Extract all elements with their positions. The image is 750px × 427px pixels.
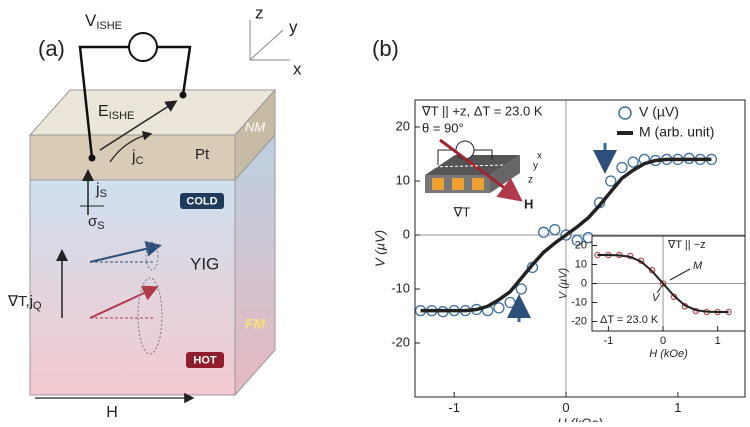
voltmeter (455, 140, 475, 160)
data-point (627, 156, 639, 168)
axis-x: x (293, 59, 302, 78)
inset-annotation: V (652, 292, 661, 304)
h-label: H (106, 404, 118, 421)
v-ishe: VISHE (85, 11, 122, 31)
schematic-label: y (533, 161, 538, 172)
data-point (493, 302, 505, 314)
sigma-s: σS (88, 213, 105, 232)
wire (78, 45, 129, 159)
y-tick-label: 0 (403, 226, 410, 241)
x-tick-label: 1 (715, 335, 721, 347)
schematic-label: x (537, 151, 542, 162)
heat-arrow (452, 178, 464, 190)
jc-arrow (109, 131, 153, 163)
data-point (616, 161, 628, 174)
x-tick-label: -1 (448, 400, 460, 415)
precession (137, 277, 163, 355)
pt-front (29, 134, 236, 181)
axes-icon (249, 29, 284, 61)
schematic-label: ∇T (453, 204, 471, 219)
y-tick-label: 10 (396, 172, 410, 187)
y-axis-label: V (µV) (373, 230, 388, 267)
y-tick-label: 10 (575, 258, 587, 270)
inset-annotation: M (693, 260, 703, 272)
data-point (515, 283, 527, 295)
schematic-label: z (528, 175, 533, 186)
contact (179, 91, 187, 99)
hot-badge (186, 352, 224, 368)
pointer (669, 268, 691, 281)
y-tick-label: -10 (571, 296, 587, 308)
yig-side (234, 133, 276, 397)
heat-arrow (432, 178, 444, 190)
top-face (28, 89, 277, 136)
data-point (504, 296, 516, 309)
j-c: jC (131, 148, 144, 167)
precession (145, 241, 159, 271)
hot-label: HOT (193, 354, 217, 366)
nm-label: NM (245, 119, 265, 134)
heat-arrow (472, 178, 484, 190)
data-point (549, 223, 561, 236)
j-s: jS (95, 181, 107, 200)
x-tick-label: 0 (562, 400, 569, 415)
legend-marker (618, 106, 632, 120)
data-point (571, 234, 583, 247)
x-axis-label: H (kOe) (557, 416, 603, 422)
y-tick-label: -10 (391, 280, 410, 295)
spin-arrow (89, 240, 162, 263)
x-tick-label: 1 (674, 400, 681, 415)
stripe (429, 164, 506, 168)
annotation: θ = 90° (422, 120, 464, 135)
spin-arrow (89, 285, 159, 319)
e-arrow (99, 100, 178, 151)
y-tick-label: -20 (571, 315, 587, 327)
fm-label: FM (245, 316, 266, 332)
panel-a: (a) VISHE EISHE jC Pt NM jS σS COLD YIG (7, 3, 302, 421)
x-axis-label: H (kOe) (649, 348, 688, 360)
data-line (597, 254, 729, 313)
cold-label: COLD (186, 195, 217, 207)
grad-t: ∇T,jQ (7, 293, 42, 312)
axis-y: y (289, 17, 298, 36)
e-ishe: EISHE (98, 103, 134, 122)
schematic-label: H (524, 196, 533, 211)
wire (157, 45, 192, 96)
data-line (420, 157, 712, 313)
y-tick-label: -20 (391, 334, 410, 349)
voltmeter (128, 32, 158, 62)
legend-label: V (µV) (639, 104, 679, 120)
data-point (605, 175, 617, 187)
x-tick-label: -1 (604, 335, 614, 347)
y-tick-label: 0 (581, 277, 587, 289)
y-tick-label: 20 (575, 239, 587, 251)
pt-label: Pt (195, 146, 210, 163)
cold-badge (180, 193, 224, 209)
panel-label: (a) (38, 36, 65, 61)
contact (88, 154, 96, 162)
yig-label: YIG (190, 254, 219, 273)
x-tick-label: 0 (660, 335, 666, 347)
y-axis-label: V (µV) (557, 267, 569, 299)
pointer (656, 282, 665, 294)
annotation: ∇T || +z, ΔT = 23.0 K (421, 103, 543, 118)
inset-annotation: ΔT = 23.0 K (600, 314, 659, 326)
legend-label: M (arb. unit) (639, 124, 714, 140)
data-point (537, 226, 550, 238)
y-tick-label: 20 (396, 118, 410, 133)
panel-label: (b) (372, 36, 399, 61)
h-arrow (439, 138, 523, 202)
axis-z: z (255, 3, 264, 22)
plot-frame (591, 235, 746, 332)
device-schematic (425, 138, 617, 322)
inset-annotation: ∇T || −z (667, 239, 706, 251)
